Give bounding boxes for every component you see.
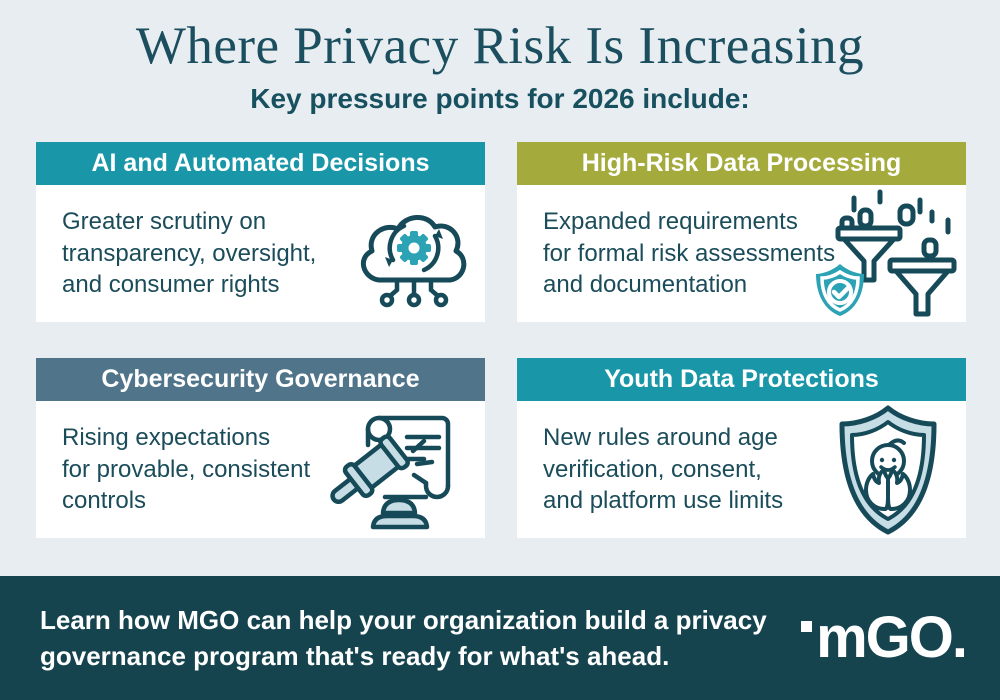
page-title: Where Privacy Risk Is Increasing (135, 17, 865, 75)
card-text: Greater scrutiny on transparency, oversi… (62, 207, 317, 299)
card-cybersecurity-governance: Cybersecurity Governance Rising expectat… (36, 358, 485, 538)
logo-square-mark (801, 621, 813, 632)
card-header-title: Youth Data Protections (517, 358, 966, 401)
card-ai-and-automated-decisions: AI and Automated Decisions Greater scrut… (36, 142, 485, 322)
ai-cloud-gear-icon (360, 214, 467, 307)
card-header-title: High-Risk Data Processing (517, 142, 966, 185)
card-text: Rising expectations for provable, consis… (62, 423, 311, 515)
youth-shield-hands-icon (839, 405, 937, 534)
page-subtitle: Key pressure points for 2026 include: (250, 83, 750, 114)
card-body: Greater scrutiny on transparency, oversi… (36, 185, 485, 322)
card-body: New rules around age verification, conse… (517, 401, 966, 538)
card-high-risk-data-processing: High-Risk Data Processing Expanded requi… (517, 142, 966, 322)
card-header-title: Cybersecurity Governance (36, 358, 485, 401)
gavel-scroll-icon (330, 415, 451, 529)
card-body: Rising expectations for provable, consis… (36, 401, 485, 538)
card-body: Expanded requirements for formal risk as… (517, 185, 966, 322)
card-youth-data-protections: Youth Data Protections New rules around … (517, 358, 966, 538)
logo-text: mGO. (816, 605, 968, 670)
card-text: New rules around age verification, conse… (543, 423, 784, 515)
card-header-title: AI and Automated Decisions (36, 142, 485, 185)
card-grid: AI and Automated Decisions Greater scrut… (36, 142, 966, 538)
card-text: Expanded requirements for formal risk as… (543, 207, 836, 299)
mgo-logo: mGO. (801, 605, 968, 670)
data-funnel-shield-icon (816, 189, 957, 316)
footer-message: Learn how MGO can help your organization… (40, 604, 767, 671)
footer: Learn how MGO can help your organization… (0, 576, 1000, 700)
